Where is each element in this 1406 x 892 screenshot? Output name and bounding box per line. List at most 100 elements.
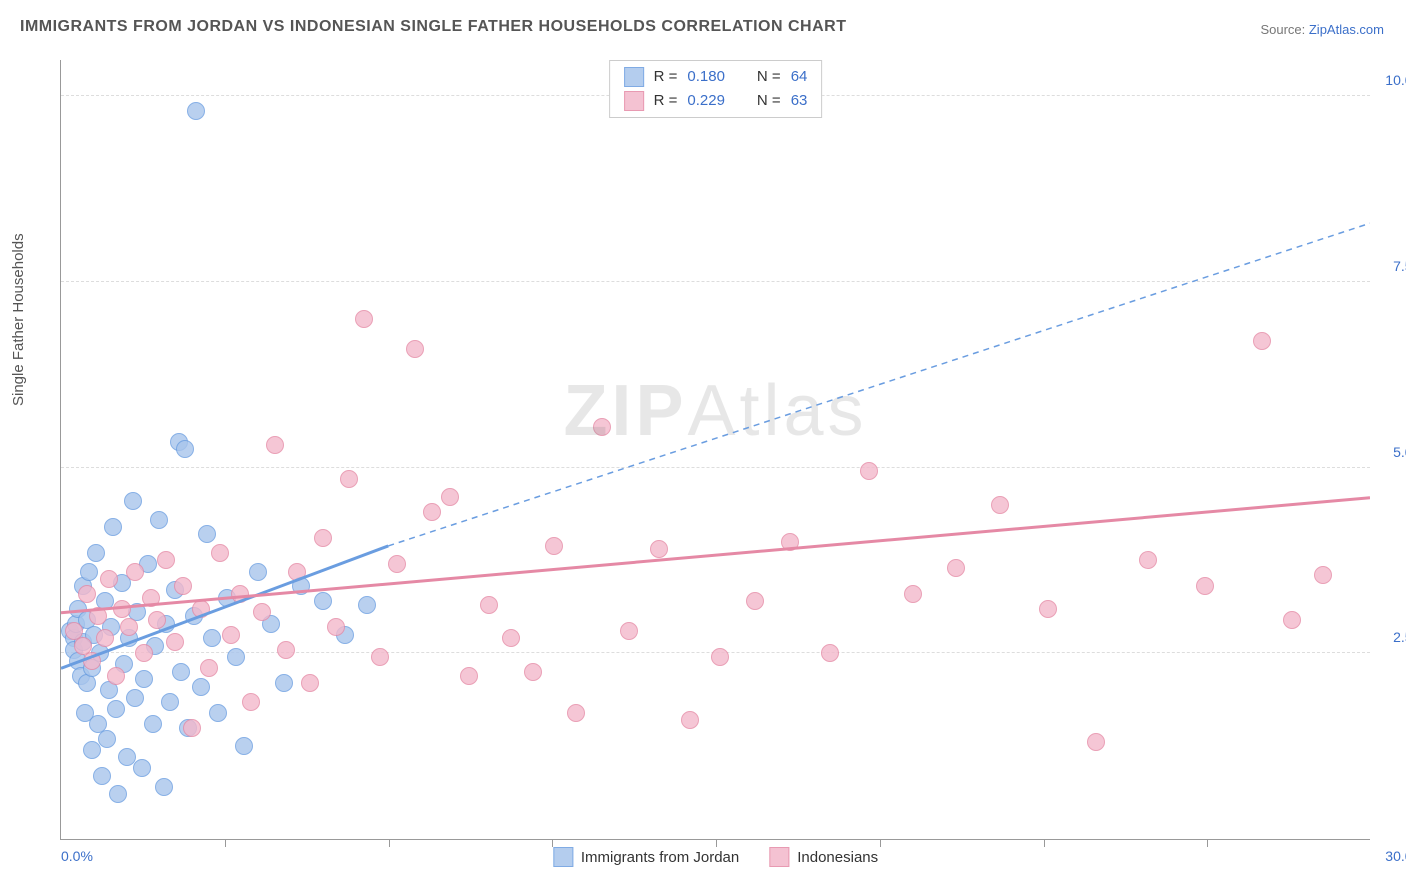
data-point-jordan (227, 648, 245, 666)
data-point-indonesians (192, 600, 210, 618)
data-point-jordan (198, 525, 216, 543)
data-point-indonesians (991, 496, 1009, 514)
data-point-indonesians (100, 570, 118, 588)
x-max-label: 30.0% (1385, 848, 1406, 864)
data-point-jordan (172, 663, 190, 681)
data-point-jordan (104, 518, 122, 536)
data-point-indonesians (460, 667, 478, 685)
data-point-indonesians (157, 551, 175, 569)
data-point-jordan (176, 440, 194, 458)
source-attribution: Source: ZipAtlas.com (1260, 22, 1384, 37)
y-axis-label: Single Father Households (10, 233, 27, 406)
data-point-indonesians (388, 555, 406, 573)
data-point-indonesians (231, 585, 249, 603)
data-point-indonesians (1283, 611, 1301, 629)
data-point-indonesians (242, 693, 260, 711)
data-point-jordan (192, 678, 210, 696)
data-point-indonesians (253, 603, 271, 621)
y-tick-label: 5.0% (1393, 444, 1406, 460)
n-value: 64 (791, 65, 808, 89)
data-point-indonesians (96, 629, 114, 647)
data-point-jordan (98, 730, 116, 748)
r-label: R = (654, 65, 678, 89)
data-point-jordan (275, 674, 293, 692)
r-label: R = (654, 89, 678, 113)
chart-container: IMMIGRANTS FROM JORDAN VS INDONESIAN SIN… (0, 0, 1406, 892)
data-point-indonesians (681, 711, 699, 729)
data-point-indonesians (89, 607, 107, 625)
x-tick (552, 839, 553, 847)
data-point-indonesians (148, 611, 166, 629)
data-point-jordan (314, 592, 332, 610)
data-point-indonesians (821, 644, 839, 662)
data-point-jordan (109, 785, 127, 803)
x-tick (716, 839, 717, 847)
data-point-indonesians (567, 704, 585, 722)
data-point-indonesians (288, 563, 306, 581)
data-point-indonesians (480, 596, 498, 614)
data-point-indonesians (781, 533, 799, 551)
data-point-indonesians (211, 544, 229, 562)
data-point-indonesians (107, 667, 125, 685)
stats-legend: R = 0.180 N = 64 R = 0.229 N = 63 (609, 60, 823, 118)
x-tick (1207, 839, 1208, 847)
r-value: 0.229 (687, 89, 725, 113)
data-point-jordan (124, 492, 142, 510)
swatch-jordan (553, 847, 573, 867)
data-point-indonesians (423, 503, 441, 521)
swatch-indonesians (769, 847, 789, 867)
y-tick-label: 7.5% (1393, 258, 1406, 274)
watermark: ZIPAtlas (563, 370, 867, 452)
data-point-indonesians (277, 641, 295, 659)
data-point-indonesians (113, 600, 131, 618)
legend-label: Immigrants from Jordan (581, 849, 739, 866)
x-origin-label: 0.0% (61, 848, 93, 864)
data-point-jordan (150, 511, 168, 529)
swatch-indonesians (624, 91, 644, 111)
source-label: Source: (1260, 22, 1308, 37)
data-point-indonesians (1139, 551, 1157, 569)
data-point-indonesians (746, 592, 764, 610)
data-point-jordan (358, 596, 376, 614)
data-point-indonesians (904, 585, 922, 603)
data-point-indonesians (78, 585, 96, 603)
swatch-jordan (624, 67, 644, 87)
data-point-indonesians (947, 559, 965, 577)
data-point-jordan (203, 629, 221, 647)
n-label: N = (757, 65, 781, 89)
x-tick (880, 839, 881, 847)
gridline (61, 281, 1370, 282)
data-point-indonesians (222, 626, 240, 644)
watermark-bold: ZIP (563, 371, 687, 451)
data-point-indonesians (126, 563, 144, 581)
source-link[interactable]: ZipAtlas.com (1309, 22, 1384, 37)
data-point-jordan (187, 102, 205, 120)
data-point-jordan (135, 670, 153, 688)
y-tick-label: 10.0% (1385, 72, 1406, 88)
data-point-indonesians (1196, 577, 1214, 595)
data-point-indonesians (200, 659, 218, 677)
data-point-jordan (144, 715, 162, 733)
data-point-indonesians (620, 622, 638, 640)
series-legend: Immigrants from Jordan Indonesians (553, 847, 878, 867)
data-point-indonesians (166, 633, 184, 651)
data-point-indonesians (142, 589, 160, 607)
data-point-jordan (133, 759, 151, 777)
data-point-indonesians (183, 719, 201, 737)
data-point-indonesians (355, 310, 373, 328)
data-point-indonesians (593, 418, 611, 436)
x-tick (225, 839, 226, 847)
data-point-jordan (155, 778, 173, 796)
data-point-indonesians (502, 629, 520, 647)
data-point-indonesians (327, 618, 345, 636)
data-point-indonesians (340, 470, 358, 488)
data-point-indonesians (120, 618, 138, 636)
stats-row-jordan: R = 0.180 N = 64 (624, 65, 808, 89)
data-point-indonesians (860, 462, 878, 480)
data-point-indonesians (711, 648, 729, 666)
n-value: 63 (791, 89, 808, 113)
watermark-light: Atlas (687, 371, 867, 451)
data-point-jordan (107, 700, 125, 718)
data-point-indonesians (441, 488, 459, 506)
plot-area: ZIPAtlas R = 0.180 N = 64 R = 0.229 N = … (60, 60, 1370, 840)
